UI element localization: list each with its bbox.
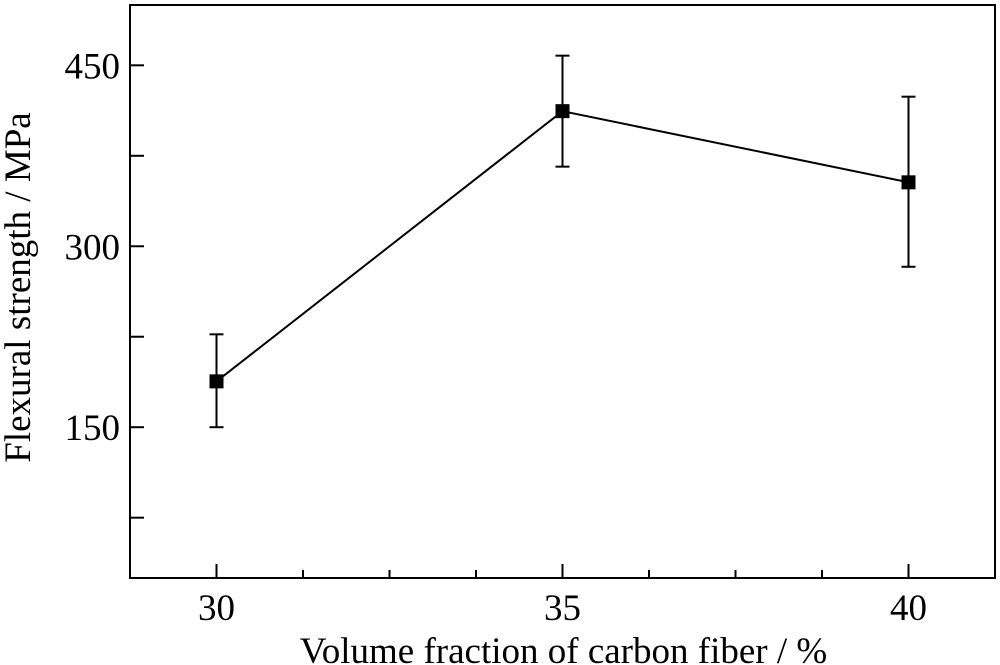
data-point-marker <box>209 374 224 389</box>
x-axis-title: Volume fraction of carbon fiber / % <box>300 631 827 665</box>
data-point-marker <box>901 175 916 190</box>
x-tick-label: 35 <box>544 588 581 629</box>
x-tick-label: 30 <box>198 588 235 629</box>
data-point-marker <box>555 104 570 119</box>
y-tick-label: 150 <box>65 408 121 449</box>
x-tick-label: 40 <box>890 588 927 629</box>
y-tick-label: 300 <box>65 227 121 268</box>
y-tick-label: 450 <box>65 46 121 87</box>
y-axis-title: Flexural strength / MPa <box>0 112 39 462</box>
plot-layer: 30 35 40 150 300 450 <box>65 4 996 629</box>
